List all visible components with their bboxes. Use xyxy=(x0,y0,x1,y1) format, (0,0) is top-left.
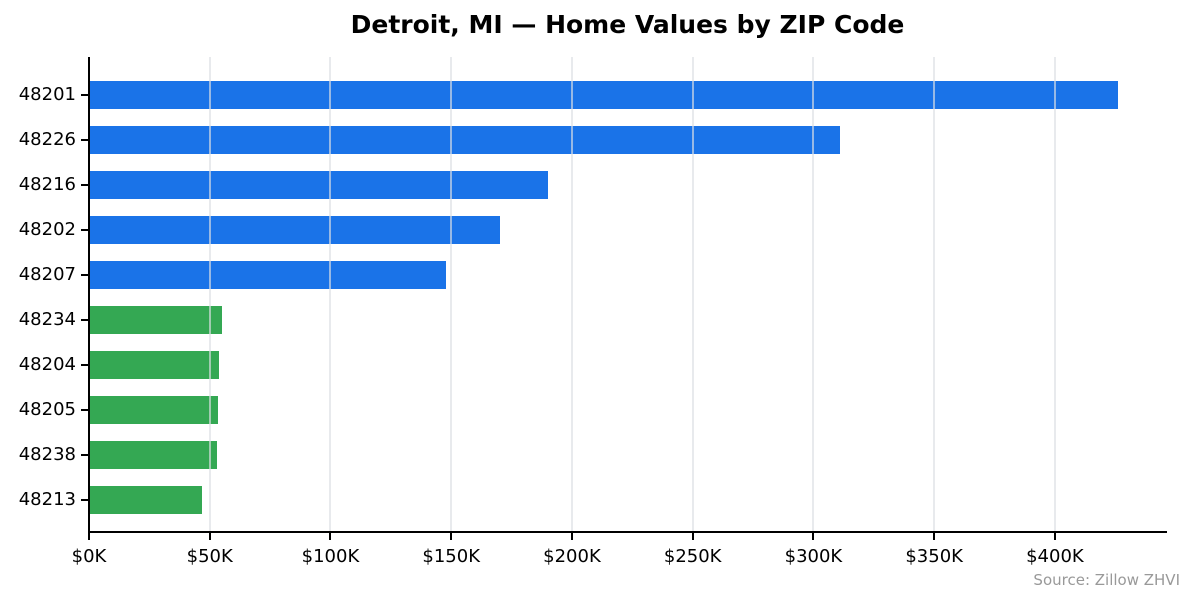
y-tick-label-48202: 48202 xyxy=(18,219,76,240)
y-tick-label-48238: 48238 xyxy=(18,444,76,465)
bar-48205 xyxy=(89,396,219,424)
y-tick-mark xyxy=(81,94,88,96)
bar-48226 xyxy=(89,126,840,154)
y-tick-label-48226: 48226 xyxy=(18,129,76,150)
x-tick-label: $350K xyxy=(905,546,963,567)
x-tick-mark xyxy=(88,533,90,540)
x-tick-mark xyxy=(450,533,453,540)
grid-line xyxy=(570,57,573,531)
y-tick-mark xyxy=(81,229,88,231)
y-tick-label-48216: 48216 xyxy=(18,174,76,195)
y-tick-label-48204: 48204 xyxy=(18,354,76,375)
grid-line xyxy=(329,57,332,531)
y-axis-line xyxy=(88,57,90,533)
bar-48202 xyxy=(89,216,500,244)
x-tick-label: $0K xyxy=(71,546,107,567)
x-tick-mark xyxy=(329,533,332,540)
y-tick-label-48207: 48207 xyxy=(18,264,76,285)
y-tick-label-48234: 48234 xyxy=(18,309,76,330)
bar-48234 xyxy=(89,306,222,334)
x-tick-mark xyxy=(691,533,694,540)
plot-area xyxy=(89,57,1166,531)
x-tick-mark xyxy=(208,533,211,540)
bar-48238 xyxy=(89,441,217,469)
y-tick-mark xyxy=(81,319,88,321)
x-tick-label: $250K xyxy=(663,546,722,567)
x-tick-label: $200K xyxy=(543,546,601,567)
grid-line xyxy=(1053,57,1056,531)
bar-48207 xyxy=(89,261,447,289)
grid-line xyxy=(691,57,694,531)
y-tick-mark xyxy=(81,184,88,186)
x-tick-mark xyxy=(1053,533,1056,540)
y-tick-mark xyxy=(81,499,88,501)
grid-line xyxy=(450,57,453,531)
y-tick-mark xyxy=(81,409,88,411)
y-tick-mark xyxy=(81,139,88,141)
y-tick-mark xyxy=(81,274,88,276)
y-tick-label-48205: 48205 xyxy=(18,399,76,420)
grid-line xyxy=(933,57,936,531)
chart-title: Detroit, MI — Home Values by ZIP Code xyxy=(350,10,905,39)
x-tick-label: $300K xyxy=(784,546,843,567)
bar-48213 xyxy=(89,486,203,514)
x-tick-label: $100K xyxy=(301,546,360,567)
bar-48201 xyxy=(89,81,1118,109)
grid-line xyxy=(208,57,211,531)
x-tick-label: $150K xyxy=(422,546,481,567)
y-tick-label-48201: 48201 xyxy=(18,84,76,105)
x-tick-label: $400K xyxy=(1026,546,1084,567)
source-caption: Source: Zillow ZHVI xyxy=(1033,571,1180,589)
grid-line xyxy=(812,57,815,531)
bar-48204 xyxy=(89,351,220,379)
y-tick-label-48213: 48213 xyxy=(18,489,76,510)
x-axis-line xyxy=(88,531,1167,533)
x-tick-label: $50K xyxy=(186,546,233,567)
x-tick-mark xyxy=(933,533,936,540)
x-tick-mark xyxy=(812,533,815,540)
bar-48216 xyxy=(89,171,548,199)
x-tick-mark xyxy=(570,533,573,540)
y-tick-mark xyxy=(81,454,88,456)
y-tick-mark xyxy=(81,364,88,366)
